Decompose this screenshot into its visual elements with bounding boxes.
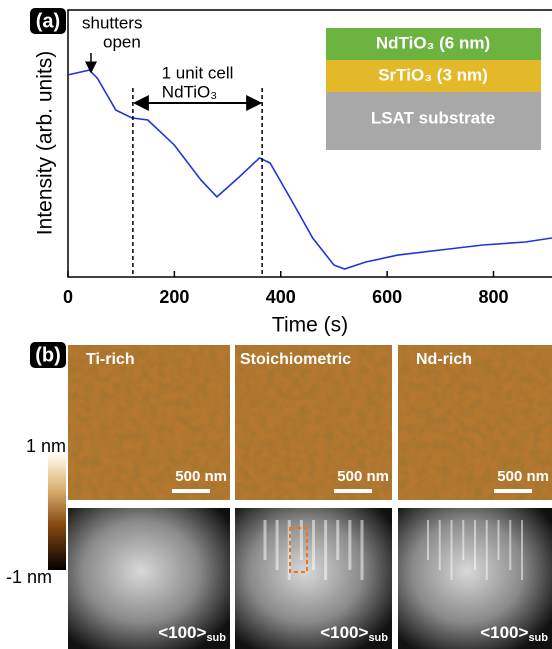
- colorbar-max: 1 nm: [26, 436, 66, 456]
- x-tick-label: 800: [478, 287, 508, 307]
- column-title: Nd-rich: [416, 351, 472, 368]
- column-title: Ti-rich: [86, 351, 135, 368]
- x-tick-label: 0: [63, 287, 73, 307]
- label-box: [30, 342, 66, 368]
- direction: <100>: [158, 623, 206, 642]
- scale-bar: [494, 489, 532, 493]
- layer-label: LSAT substrate: [371, 108, 495, 127]
- layer-label: SrTiO₃ (3 nm): [378, 65, 488, 84]
- panel-label: (a): [36, 10, 60, 32]
- plot-frame: [67, 9, 552, 278]
- layer: [326, 60, 541, 92]
- direction-sub: sub: [368, 632, 388, 644]
- intensity-line: [67, 69, 552, 270]
- scale-bar-label: 500 nm: [497, 468, 549, 485]
- afm-texture: [398, 345, 552, 500]
- colorbar-min: -1 nm: [6, 567, 52, 587]
- x-tick-label: 400: [266, 287, 296, 307]
- scale-bar: [334, 489, 372, 493]
- annotation: shutters: [82, 13, 142, 32]
- direction-sub: sub: [528, 632, 548, 644]
- annotation: open: [103, 32, 141, 51]
- rheed-image: [68, 508, 230, 649]
- direction-sub: sub: [206, 632, 226, 644]
- direction: <100>: [320, 623, 368, 642]
- x-axis-label: Time (s): [272, 314, 348, 337]
- direction-label: <100>sub: [480, 623, 548, 643]
- direction-label: <100>sub: [320, 623, 388, 643]
- scale-bar: [172, 489, 210, 493]
- scale-bar-label: 500 nm: [175, 468, 227, 485]
- label-box: [30, 8, 66, 34]
- afm-texture: [235, 345, 392, 500]
- x-tick-label: 600: [372, 287, 402, 307]
- direction-label: <100>sub: [158, 623, 226, 643]
- x-tick-label: 200: [159, 287, 189, 307]
- afm-texture: [68, 345, 230, 500]
- layer: [326, 92, 541, 150]
- direction: <100>: [480, 623, 528, 642]
- column-title: Stoichiometric: [240, 351, 351, 368]
- annotation: NdTiO₃: [162, 82, 217, 101]
- panel-label: (b): [35, 344, 61, 366]
- layer: [326, 28, 541, 60]
- colorbar: [48, 455, 66, 570]
- annotation: 1 unit cell: [162, 63, 234, 82]
- y-axis-label: Intensity (arb. units): [34, 51, 57, 235]
- layer-label: NdTiO₃ (6 nm): [376, 33, 490, 52]
- scale-bar-label: 500 nm: [337, 468, 389, 485]
- highlight-box: [289, 527, 308, 573]
